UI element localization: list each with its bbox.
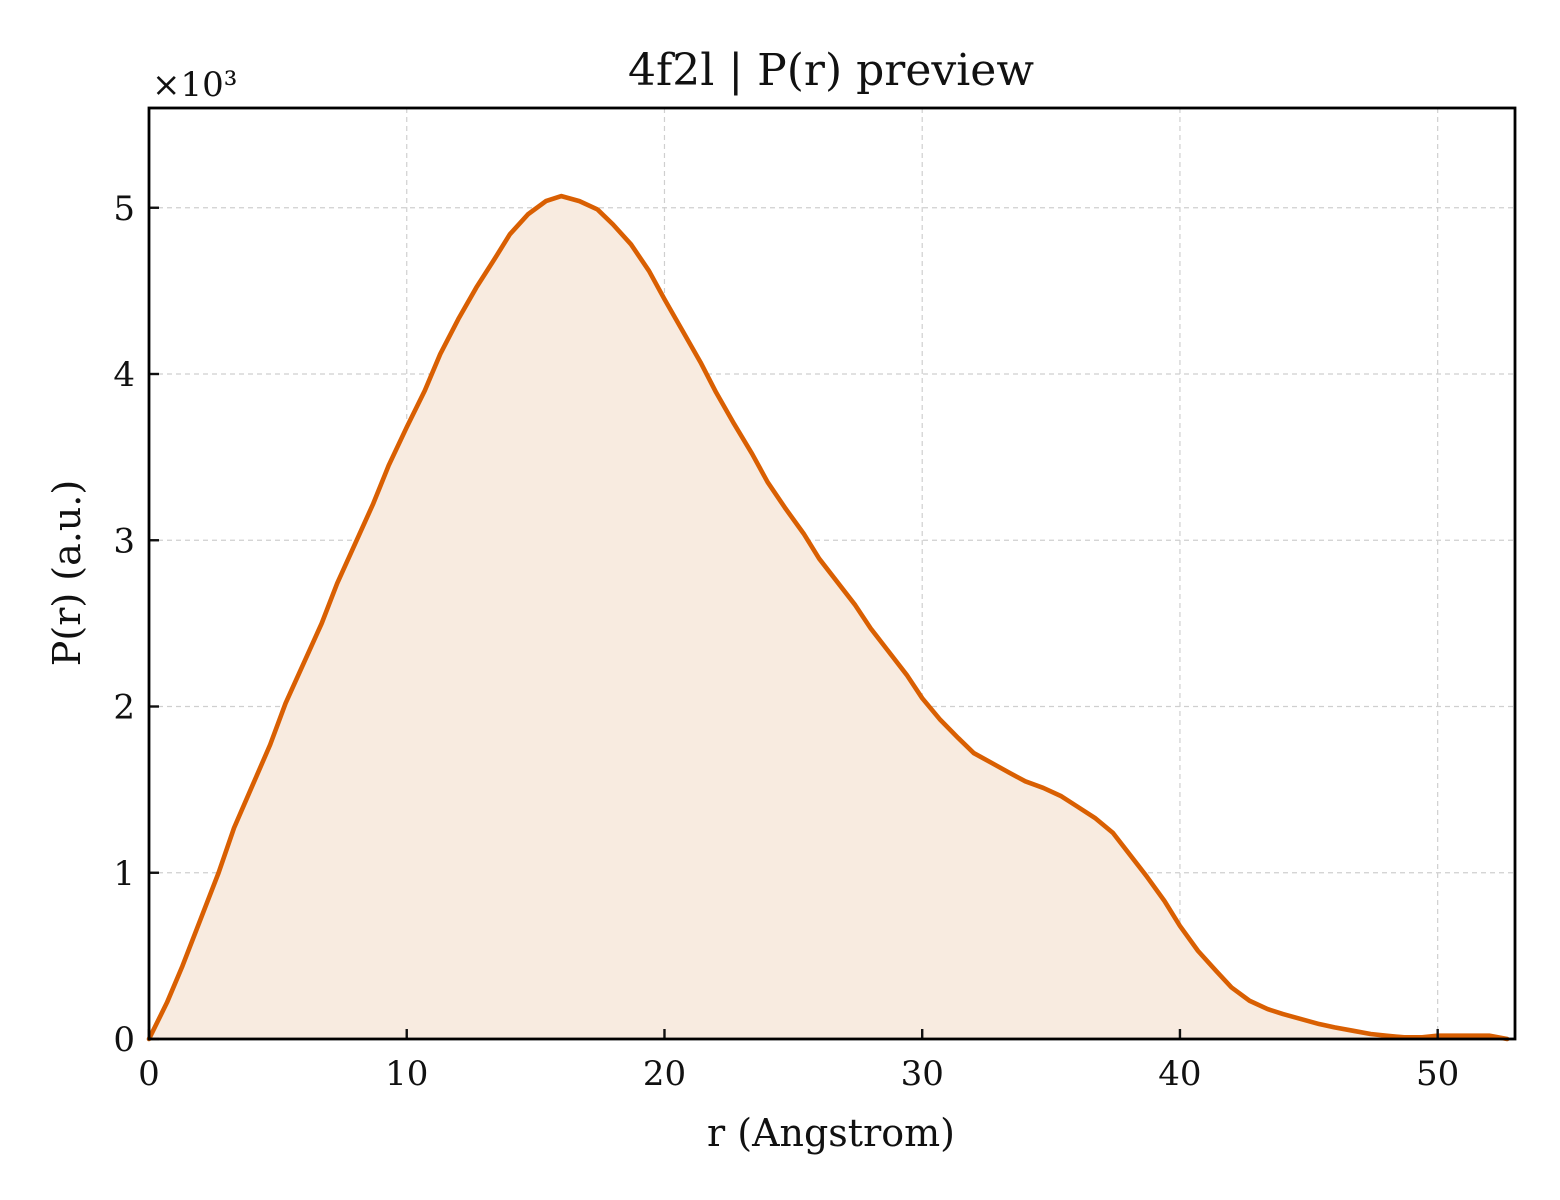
x-tick-label: 0 [138,1054,160,1094]
y-tick-label: 5 [113,189,135,229]
x-axis-label: r (Angstrom) [707,1111,955,1155]
y-tick-label: 3 [113,521,135,561]
x-tick-label: 30 [901,1054,944,1094]
y-axis-label: P(r) (a.u.) [45,480,89,666]
y-tick-label: 4 [113,355,135,395]
area-fill [149,196,1508,1040]
y-tick-label: 2 [113,688,135,728]
series-line [146,193,1510,1042]
y-tick-label: 0 [113,1020,135,1060]
x-tick-label: 50 [1416,1054,1459,1094]
x-tick-label: 10 [385,1054,428,1094]
y-tick-label: 1 [113,854,135,894]
x-tick-label: 20 [643,1054,686,1094]
x-tick-label: 40 [1158,1054,1201,1094]
tick-labels: 0 10 20 30 40 50 0 1 2 3 4 5 [113,189,1459,1094]
chart-title: 4f2l | P(r) preview [628,45,1034,96]
plot-frame [147,106,1517,1041]
y-scale-label: ×10³ [152,65,237,105]
